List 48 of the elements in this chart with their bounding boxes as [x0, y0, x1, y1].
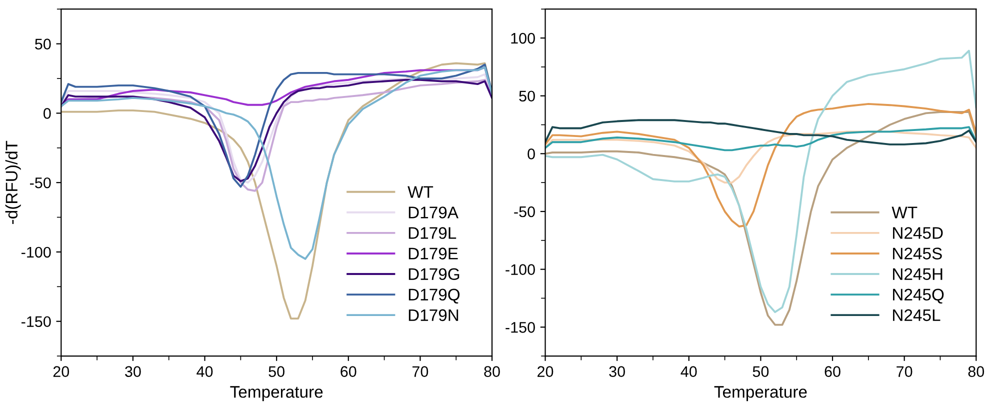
x-tick-label: 60: [824, 366, 840, 377]
x-tick-label: 20: [53, 366, 70, 377]
x-axis-title: Temperature: [714, 386, 807, 402]
y-tick-label: 0: [528, 148, 535, 160]
x-axis-title: Temperature: [230, 386, 323, 402]
x-tick-label: 30: [609, 366, 625, 377]
line-series: [545, 126, 976, 152]
x-tick-label: 60: [340, 366, 356, 377]
y-tick-label: 100: [511, 32, 535, 44]
legend-label: D179A: [408, 206, 458, 218]
legend-label: D179Q: [408, 288, 460, 304]
line-series: [61, 62, 492, 320]
legend-label: WT: [408, 186, 434, 198]
y-axis-title: -d(RFU)/dT: [5, 140, 21, 224]
x-tick-label: 40: [196, 366, 213, 377]
y-tick-label: -100: [22, 246, 51, 258]
line-series: [545, 130, 976, 184]
y-tick-label: -150: [22, 316, 51, 328]
y-tick-label: 50: [35, 38, 51, 50]
x-tick-label: 70: [412, 366, 428, 377]
x-tick-label: 70: [896, 366, 912, 377]
legend-label: N245H: [893, 268, 942, 280]
legend-label: N245Q: [893, 288, 944, 304]
y-tick-label: 50: [519, 90, 535, 102]
legend-label: D179L: [408, 227, 456, 239]
x-tick-label: 80: [968, 366, 984, 377]
line-series: [545, 111, 976, 326]
x-tick-label: 80: [484, 366, 500, 377]
y-tick-label: -50: [30, 177, 51, 188]
x-tick-label: 50: [752, 366, 769, 377]
legend-label: N245D: [893, 227, 943, 239]
line-series: [545, 119, 976, 146]
line-series: [61, 66, 492, 260]
x-tick-label: 40: [680, 366, 697, 377]
legend-label: D179N: [408, 309, 458, 322]
legend-label: D179G: [408, 268, 460, 280]
x-tick-label: 50: [268, 366, 284, 377]
y-tick-label: -150: [506, 322, 535, 333]
line-series: [545, 102, 976, 228]
y-tick-label: -100: [506, 264, 535, 275]
legend-label: N245L: [893, 309, 940, 322]
y-tick-label: 0: [44, 108, 51, 119]
x-tick-label: 20: [538, 366, 554, 377]
legend-label: N245S: [893, 248, 942, 260]
legend-label: D179E: [408, 248, 458, 260]
legend-label: WT: [892, 206, 918, 218]
y-tick-label: -50: [514, 206, 535, 218]
x-tick-label: 30: [125, 366, 141, 377]
